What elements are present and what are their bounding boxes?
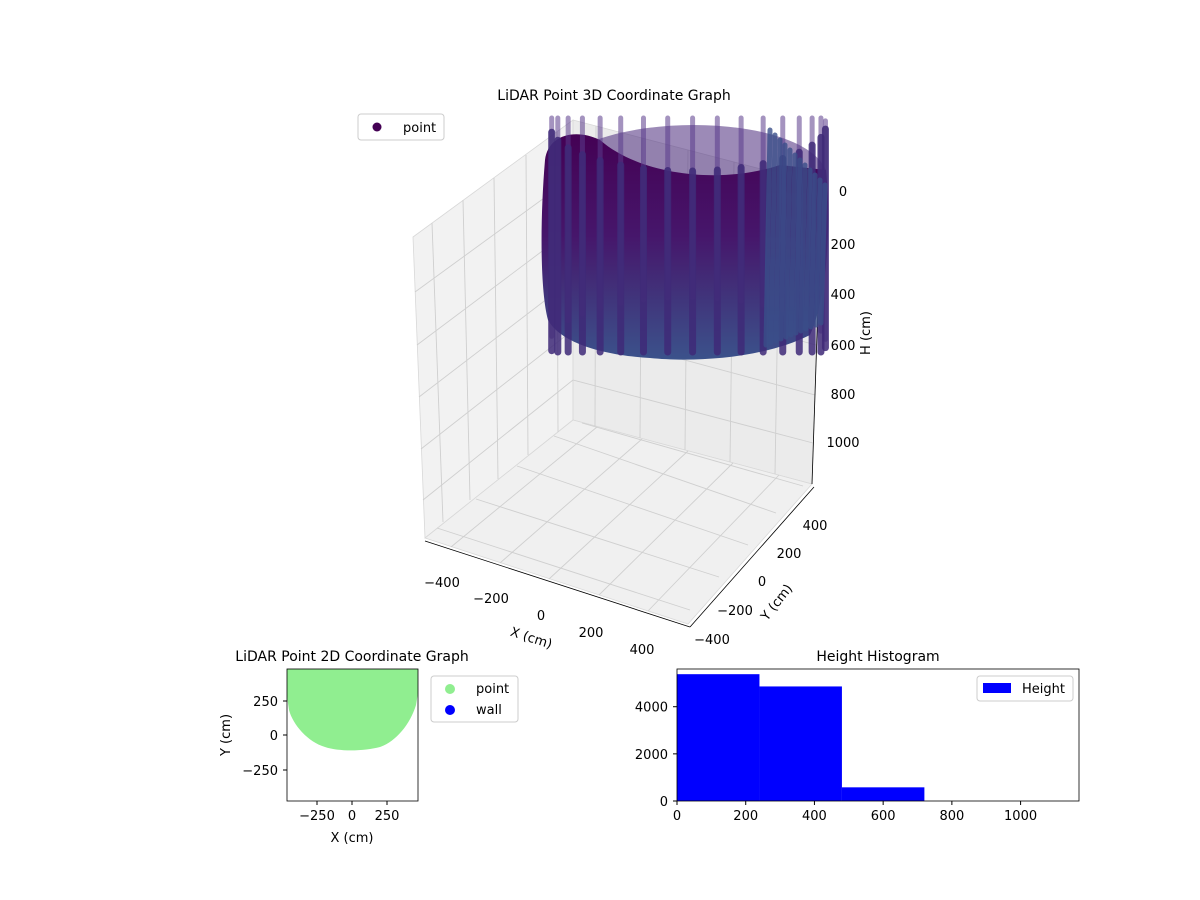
histogram-x-tick-label: 1000: [1004, 809, 1037, 824]
histogram-bar: [841, 787, 925, 801]
plot-2d-title: LiDAR Point 2D Coordinate Graph: [235, 649, 468, 665]
x2d-tick-label: 0: [348, 809, 356, 824]
legend-label-wall: wall: [476, 703, 502, 718]
plot-3d-title: LiDAR Point 3D Coordinate Graph: [497, 88, 730, 104]
y2d-axis-label: Y (cm): [219, 714, 234, 757]
scan-column: [773, 137, 783, 344]
legend-marker-point: [372, 122, 382, 132]
plot-3d: LiDAR Point 3D Coordinate Graph: [357, 88, 874, 658]
cloud-shell: [541, 134, 829, 360]
scan-columns: [548, 115, 829, 356]
histogram-x-tick-label: 0: [673, 809, 681, 824]
scan-column: [788, 152, 798, 338]
scan-column: [803, 167, 813, 332]
y-axis-line: [689, 486, 815, 628]
y2d-tick-label: 0: [270, 729, 278, 744]
legend-marker-height: [983, 683, 1011, 693]
y2d-tick-label: −250: [242, 764, 278, 779]
scan-column: [768, 132, 778, 346]
scan-column: [793, 157, 803, 336]
legend-label-height: Height: [1022, 682, 1065, 697]
z-tick-label: 0: [839, 185, 847, 200]
y-axis-2d: 250 0 −250 Y (cm): [219, 695, 287, 779]
x-axis-label: X (cm): [508, 625, 554, 653]
plot-histogram: Height Histogram 0 200 400 600 800 1000 0 2000…: [635, 649, 1080, 824]
scan-column: [808, 172, 818, 330]
scan-column: [783, 147, 793, 340]
legend-marker-wall: [445, 705, 455, 715]
z-tick-label: 400: [831, 288, 856, 303]
plot-2d: LiDAR Point 2D Coordinate Graph −250 0 2…: [219, 649, 519, 846]
z-tick-label: 600: [831, 339, 856, 354]
scan-column: [798, 162, 808, 334]
scan-column: [813, 177, 823, 328]
x-tick-label: 400: [630, 643, 655, 658]
legend-2d: point wall: [430, 675, 519, 723]
y-tick-label: 400: [803, 519, 828, 534]
legend-3d: point: [357, 113, 445, 141]
histogram-y-axis: 0 2000 4000: [635, 701, 677, 810]
x-axis-2d: −250 0 250 X (cm): [299, 801, 399, 846]
x2d-axis-label: X (cm): [331, 831, 374, 846]
histogram-bar: [677, 674, 760, 801]
y-tick-label: −400: [694, 633, 730, 648]
x-tick-label: −200: [473, 592, 509, 607]
histogram-bars: [677, 674, 925, 801]
scan-column: [778, 142, 788, 342]
y2d-tick-label: 250: [253, 695, 278, 710]
x-tick-label: −400: [424, 576, 460, 591]
histogram-y-tick-label: 2000: [635, 748, 668, 763]
legend-marker-point: [445, 684, 455, 694]
z-axis-label: H (cm): [859, 311, 874, 355]
x2d-tick-label: 250: [375, 809, 400, 824]
histogram-x-axis: 0 200 400 600 800 1000: [673, 801, 1037, 824]
legend-histogram: Height: [976, 675, 1074, 702]
histogram-x-tick-label: 200: [733, 809, 758, 824]
scan-column: [763, 127, 773, 348]
histogram-x-tick-label: 600: [871, 809, 896, 824]
x-tick-label: 0: [537, 609, 545, 624]
legend-label-point: point: [476, 682, 509, 697]
y-tick-label: 0: [758, 575, 766, 590]
x-axis-line: [424, 540, 691, 628]
legend-label-point: point: [403, 121, 436, 136]
y-tick-label: 200: [777, 547, 802, 562]
histogram-x-tick-label: 800: [939, 809, 964, 824]
z-tick-label: 800: [831, 388, 856, 403]
y-tick-label: −200: [717, 604, 753, 619]
floor-pane: [424, 419, 813, 625]
histogram-x-tick-label: 400: [802, 809, 827, 824]
x-tick-label: 200: [579, 626, 604, 641]
point-region-2d: [287, 669, 418, 751]
histogram-title: Height Histogram: [816, 649, 939, 665]
x2d-tick-label: −250: [299, 809, 335, 824]
z-tick-label: 1000: [826, 436, 859, 451]
z-tick-label: 200: [831, 238, 856, 253]
histogram-bar: [759, 686, 842, 801]
histogram-y-tick-label: 4000: [635, 701, 668, 716]
point-cloud-3d: [541, 115, 829, 360]
scan-column: [818, 182, 828, 326]
histogram-y-tick-label: 0: [660, 795, 668, 810]
